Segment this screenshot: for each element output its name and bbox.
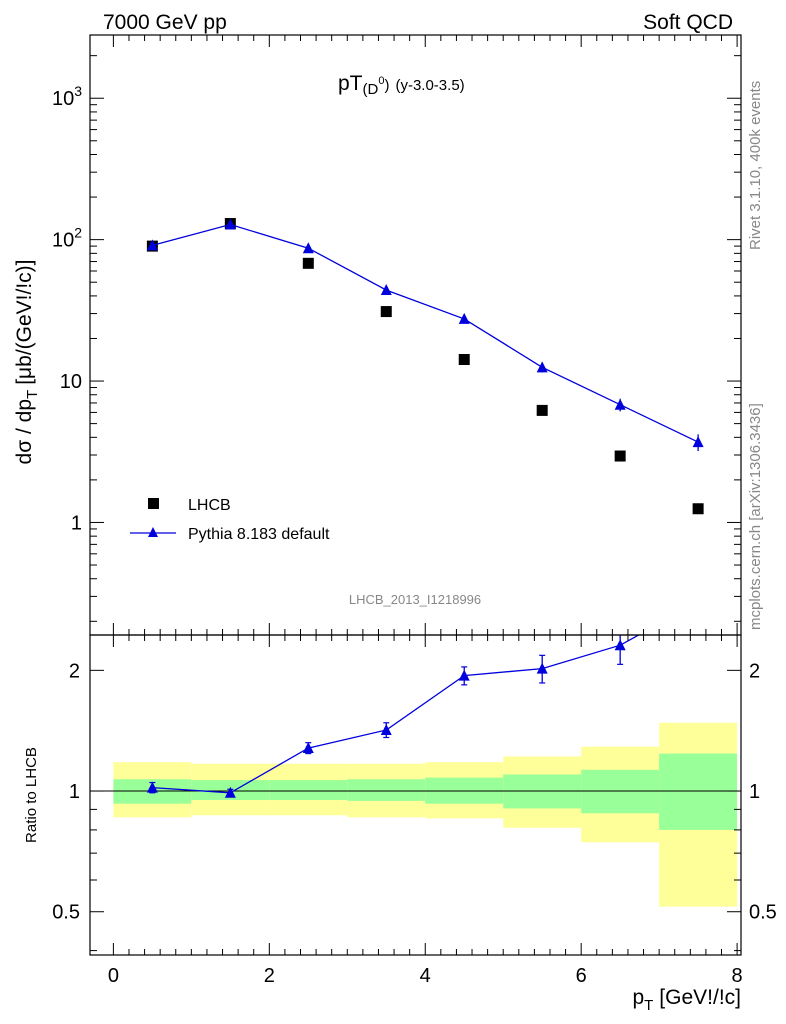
x-tick-label: 4: [420, 965, 431, 987]
pythia-point: [302, 242, 314, 254]
tick-base: 10: [52, 230, 74, 252]
main-frame: [89, 34, 742, 636]
ratio-y-tick-label-right: 0.5: [749, 902, 777, 924]
tick-exponent: 3: [74, 83, 82, 99]
ratio-uncertainty-bands: [113, 722, 738, 907]
x-tick-label: 0: [108, 965, 119, 987]
main-y-axis-label: dσ / dpT[μb/(GeV!/!c)]: [13, 260, 41, 465]
main-y-tick-label: 10: [60, 371, 82, 393]
rivet-version-label: Rivet 3.1.10, 400k events: [747, 81, 764, 250]
tick-base: 10: [52, 88, 74, 110]
ratio-y-tick-label-right: 2: [749, 660, 760, 682]
pythia-point: [380, 284, 392, 296]
ratio-point: [536, 662, 548, 674]
legend: LHCB Pythia 8.183 default: [130, 497, 330, 543]
ratio-band-inner: [269, 780, 348, 800]
main-y-tick-label: 1: [71, 512, 82, 534]
ratio-point: [302, 742, 314, 754]
lhcb-point: [458, 354, 470, 366]
ratio-y-tick-label-right: 1: [749, 781, 760, 803]
ratio-y-tick-label-left: 2: [69, 660, 80, 682]
pythia-point: [536, 361, 548, 373]
legend-label-lhcb: LHCB: [188, 497, 231, 514]
lhcb-point: [302, 257, 314, 269]
lhcb-point: [380, 306, 392, 318]
ratio-point: [693, 596, 704, 607]
analysis-label: LHCB_2013_I1218996: [349, 592, 481, 607]
legend-label-pythia: Pythia 8.183 default: [188, 526, 330, 543]
ratio-line: [152, 635, 640, 794]
pythia-point: [224, 218, 236, 230]
ratio-point: [380, 723, 392, 735]
pythia-point: [458, 312, 470, 324]
pythia-line: [152, 223, 699, 443]
tick-exponent: 2: [74, 225, 82, 241]
ratio-point: [614, 639, 626, 651]
lhcb-point: [614, 450, 626, 462]
ratio-point: [224, 786, 236, 798]
legend-marker-lhcb: [148, 498, 159, 509]
x-tick-label: 8: [732, 965, 743, 987]
ratio-point: [458, 669, 470, 681]
legend-marker-pythia: [148, 527, 158, 537]
main-y-tick-label: 102: [52, 225, 82, 252]
ratio-y-axis-label: Ratio to LHCB: [23, 747, 40, 843]
pythia-point: [146, 239, 158, 251]
x-tick-label: 6: [576, 965, 587, 987]
x-axis-label: pT [GeV!/!c]: [632, 986, 741, 1014]
ratio-y-tick-label-left: 1: [69, 781, 80, 803]
mcplots-reference-label: mcplots.cern.ch [arXiv:1306.3436]: [747, 403, 764, 630]
ratio-y-tick-label-left: 0.5: [52, 902, 80, 924]
main-y-tick-label: 103: [52, 83, 82, 110]
lhcb-point: [692, 503, 704, 515]
x-tick-label: 2: [264, 965, 275, 987]
ratio-point: [146, 781, 158, 793]
ratio-band-inner: [347, 779, 426, 801]
ratio-band-inner: [659, 753, 738, 830]
header-left: 7000 GeV pp: [103, 11, 227, 34]
main-data-series: [146, 218, 704, 515]
pythia-point: [692, 436, 704, 448]
header-right: Soft QCD: [643, 11, 733, 34]
pythia-point: [614, 398, 626, 410]
ratio-data-series: [146, 596, 704, 798]
ratio-frame: [89, 634, 742, 956]
lhcb-point: [536, 404, 548, 416]
main-title: pT(D0) (y-3.0-3.5): [338, 72, 465, 98]
